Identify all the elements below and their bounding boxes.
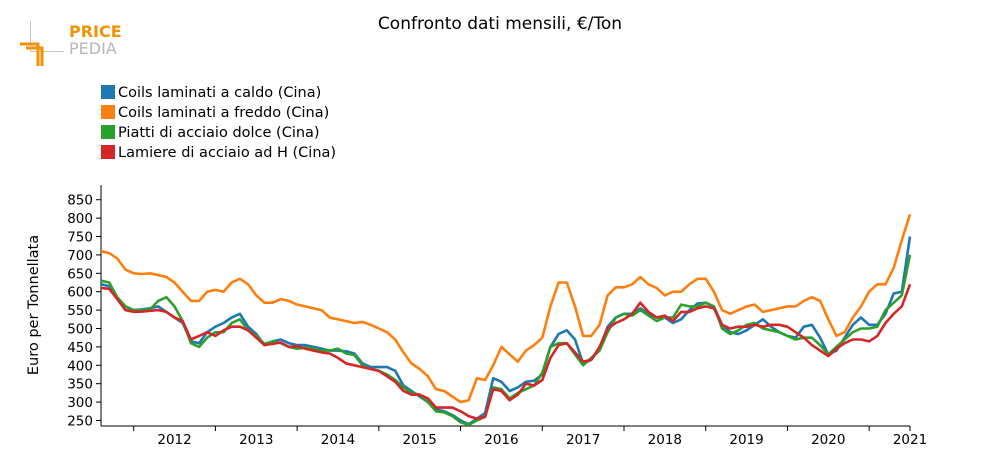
legend-label: Piatti di acciaio dolce (Cina) (118, 125, 320, 141)
y-tick-label: 850 (67, 193, 93, 209)
x-tick-label: 2014 (321, 432, 355, 448)
y-tick-label: 250 (67, 413, 93, 429)
y-tick-label: 700 (67, 248, 93, 264)
y-tick-label: 550 (67, 303, 93, 319)
y-tick-label: 500 (67, 321, 93, 337)
y-tick-label: 400 (67, 358, 93, 374)
x-tick-label: 2019 (729, 432, 763, 448)
y-tick-label: 450 (67, 340, 93, 356)
legend-swatch (101, 125, 115, 139)
y-tick-label: 300 (67, 395, 93, 411)
legend-swatch (101, 85, 115, 99)
legend-swatch (101, 105, 115, 119)
series-line-3 (100, 254, 912, 427)
x-tick-label: 2017 (566, 432, 600, 448)
x-tick-label: 2018 (648, 432, 682, 448)
y-tick-label: 350 (67, 377, 93, 393)
axes: 250 300 350 400 450 500 550 600 650 700 750 800 850 2… (67, 185, 927, 448)
logo-line1: PRICE (69, 22, 122, 41)
series-line-4 (100, 283, 912, 420)
legend: Coils laminati a caldo (Cina) Coils lamin… (101, 85, 336, 161)
x-tick-label: 2020 (811, 432, 845, 448)
series-line-1 (100, 236, 912, 426)
y-tick-label: 800 (67, 211, 93, 227)
x-tick-label: 2021 (893, 432, 927, 448)
x-tick-label: 2013 (239, 432, 273, 448)
logo-mark-icon (20, 42, 40, 66)
chart-title: Confronto dati mensili, €/Ton (378, 14, 622, 34)
logo-line2: PEDIA (69, 39, 117, 58)
pricepedia-logo: PRICE PEDIA (20, 21, 122, 66)
legend-label: Coils laminati a freddo (Cina) (118, 105, 329, 121)
x-tick-label: 2015 (403, 432, 437, 448)
y-axis-label: Euro per Tonnellata (26, 235, 42, 375)
legend-swatch (101, 145, 115, 159)
y-tick-label: 650 (67, 266, 93, 282)
x-tick-label: 2012 (157, 432, 191, 448)
x-tick-label: 2016 (484, 432, 518, 448)
series-line-2 (100, 214, 912, 404)
legend-label: Lamiere di acciaio ad H (Cina) (118, 145, 336, 161)
y-tick-label: 750 (67, 230, 93, 246)
series-group (100, 214, 912, 427)
y-tick-label: 600 (67, 285, 93, 301)
legend-label: Coils laminati a caldo (Cina) (118, 85, 321, 101)
